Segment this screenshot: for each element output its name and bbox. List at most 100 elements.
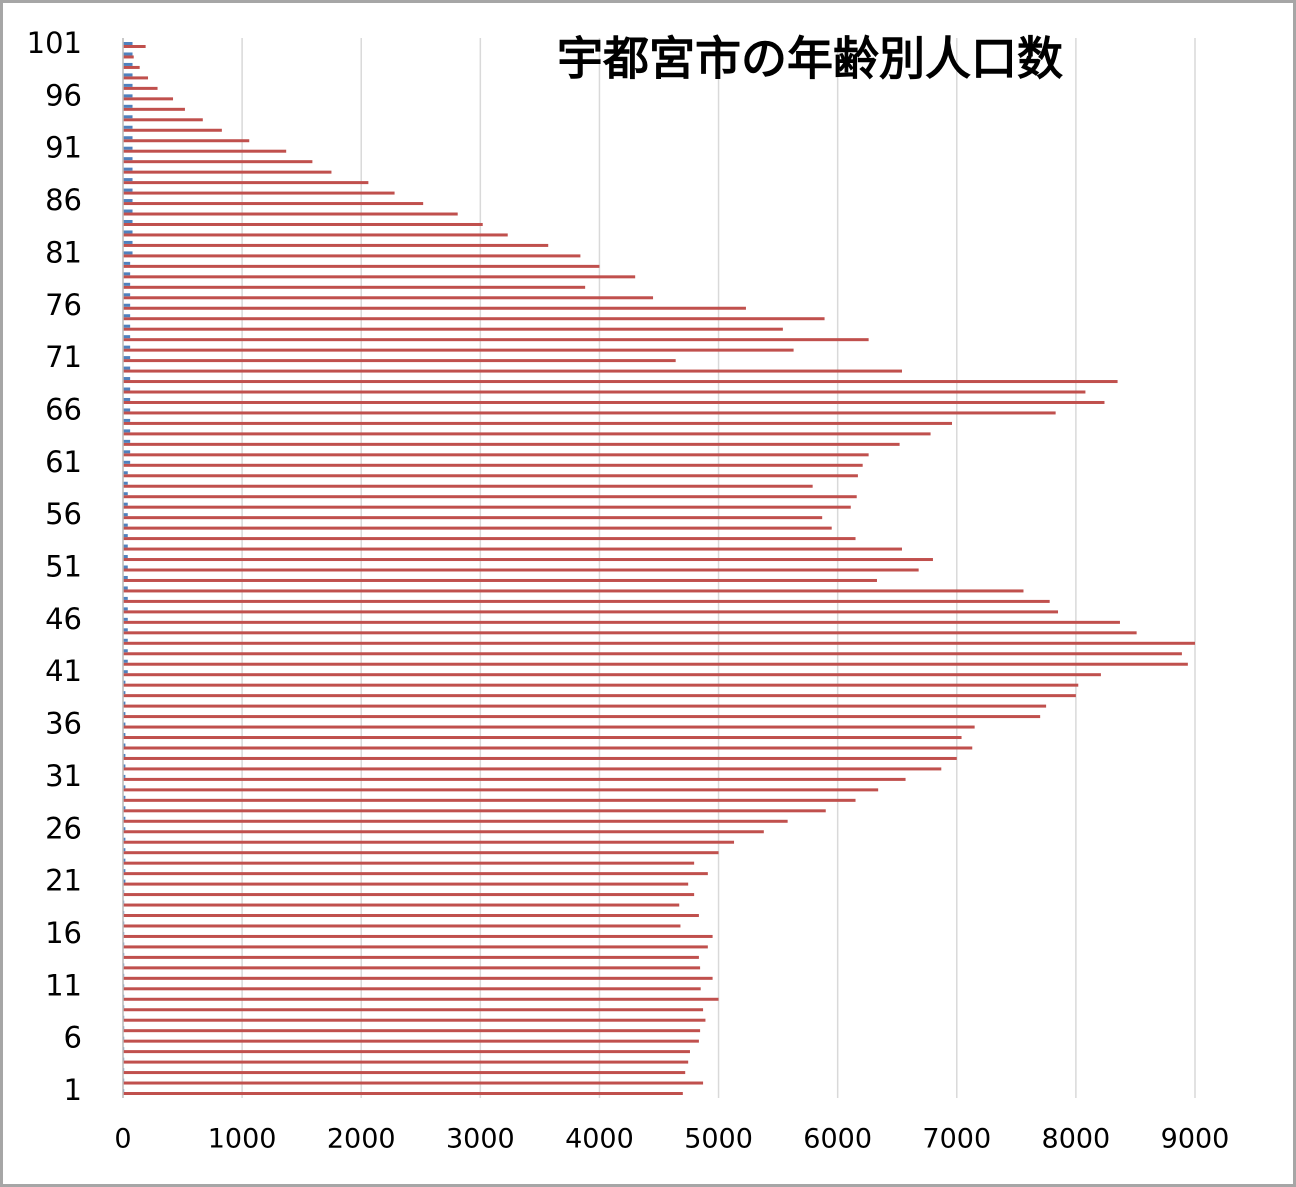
bar — [123, 202, 424, 206]
bar — [123, 118, 203, 122]
bar — [123, 1050, 690, 1054]
bar — [123, 544, 128, 548]
bar — [123, 338, 869, 342]
bar — [123, 662, 1188, 666]
bar — [123, 345, 131, 349]
bar — [123, 558, 933, 562]
bar — [123, 453, 869, 457]
bar — [123, 136, 133, 140]
y-tick-label: 101 — [27, 26, 82, 60]
bar — [123, 432, 931, 436]
bar — [123, 882, 689, 886]
bar — [123, 55, 134, 59]
x-tick-label: 8000 — [1042, 1124, 1111, 1155]
bar — [123, 387, 131, 391]
bar — [123, 240, 133, 244]
y-tick-label: 86 — [45, 183, 82, 217]
bar — [123, 840, 735, 844]
y-tick-label: 41 — [45, 654, 82, 688]
bar — [123, 167, 133, 171]
y-tick-label: 16 — [45, 916, 82, 950]
y-tick-label: 76 — [45, 288, 82, 322]
bar — [123, 777, 906, 781]
y-tick-label: 71 — [45, 340, 82, 374]
bar — [123, 691, 126, 695]
bar — [123, 827, 126, 831]
bar — [123, 830, 764, 834]
bar — [123, 157, 133, 161]
bar — [123, 694, 1076, 698]
bar — [123, 377, 131, 381]
bar — [123, 537, 856, 541]
y-tick-label: 21 — [45, 864, 82, 898]
bar — [123, 282, 131, 286]
bar — [123, 484, 813, 488]
bar — [123, 565, 128, 569]
bar — [123, 589, 1024, 593]
bar — [123, 146, 133, 150]
bar — [123, 673, 1101, 677]
bar — [123, 222, 483, 226]
bar — [123, 659, 128, 663]
bar — [123, 795, 126, 799]
bar — [123, 1092, 683, 1095]
bar — [123, 76, 149, 80]
bar — [123, 704, 1047, 708]
bar — [123, 756, 957, 760]
bar — [123, 788, 879, 792]
bar — [123, 523, 128, 527]
y-tick-label: 81 — [45, 235, 82, 269]
bar — [123, 631, 1137, 635]
bar — [123, 547, 902, 551]
x-tick-label: 1000 — [208, 1124, 277, 1155]
bar — [123, 471, 128, 475]
bar — [123, 578, 877, 582]
bar — [123, 997, 719, 1001]
bar — [123, 1018, 706, 1022]
bar — [123, 481, 128, 485]
bar — [123, 296, 654, 300]
bar — [123, 83, 133, 87]
bar — [123, 421, 953, 425]
bar — [123, 914, 699, 918]
y-tick-label: 6 — [64, 1021, 82, 1055]
bar — [123, 819, 788, 823]
y-tick-label: 31 — [45, 759, 82, 793]
plot-area: 0 1000 2000 3000 4000 5000 6000 7000 8000 9000161… — [27, 26, 1230, 1155]
bar — [123, 1039, 699, 1043]
bar — [123, 390, 1086, 394]
bar — [123, 411, 1056, 415]
bar — [123, 314, 131, 318]
y-tick-label: 11 — [45, 968, 82, 1002]
bar — [123, 809, 826, 813]
bar — [123, 628, 128, 632]
bar — [123, 526, 832, 530]
bar — [123, 188, 133, 192]
bar — [123, 575, 128, 579]
bar — [123, 306, 746, 310]
bar — [123, 652, 1182, 656]
bar — [123, 505, 851, 509]
bar — [123, 712, 126, 716]
bar — [123, 945, 708, 949]
bar — [123, 764, 126, 768]
bar — [123, 104, 133, 108]
bar — [123, 324, 131, 328]
y-tick-label: 96 — [45, 78, 82, 112]
y-tick-label: 51 — [45, 550, 82, 584]
bar — [123, 502, 128, 506]
bar — [123, 774, 126, 778]
y-tick-label: 91 — [45, 131, 82, 165]
bar — [123, 861, 695, 865]
bar — [123, 450, 131, 454]
bar — [123, 369, 902, 373]
bar — [123, 955, 699, 959]
bar — [123, 460, 131, 464]
bar — [123, 743, 126, 747]
bar — [123, 879, 126, 883]
y-tick-label: 46 — [45, 602, 82, 636]
bar — [123, 872, 708, 876]
bar — [123, 199, 133, 203]
bar — [123, 107, 185, 111]
bar — [123, 230, 133, 234]
